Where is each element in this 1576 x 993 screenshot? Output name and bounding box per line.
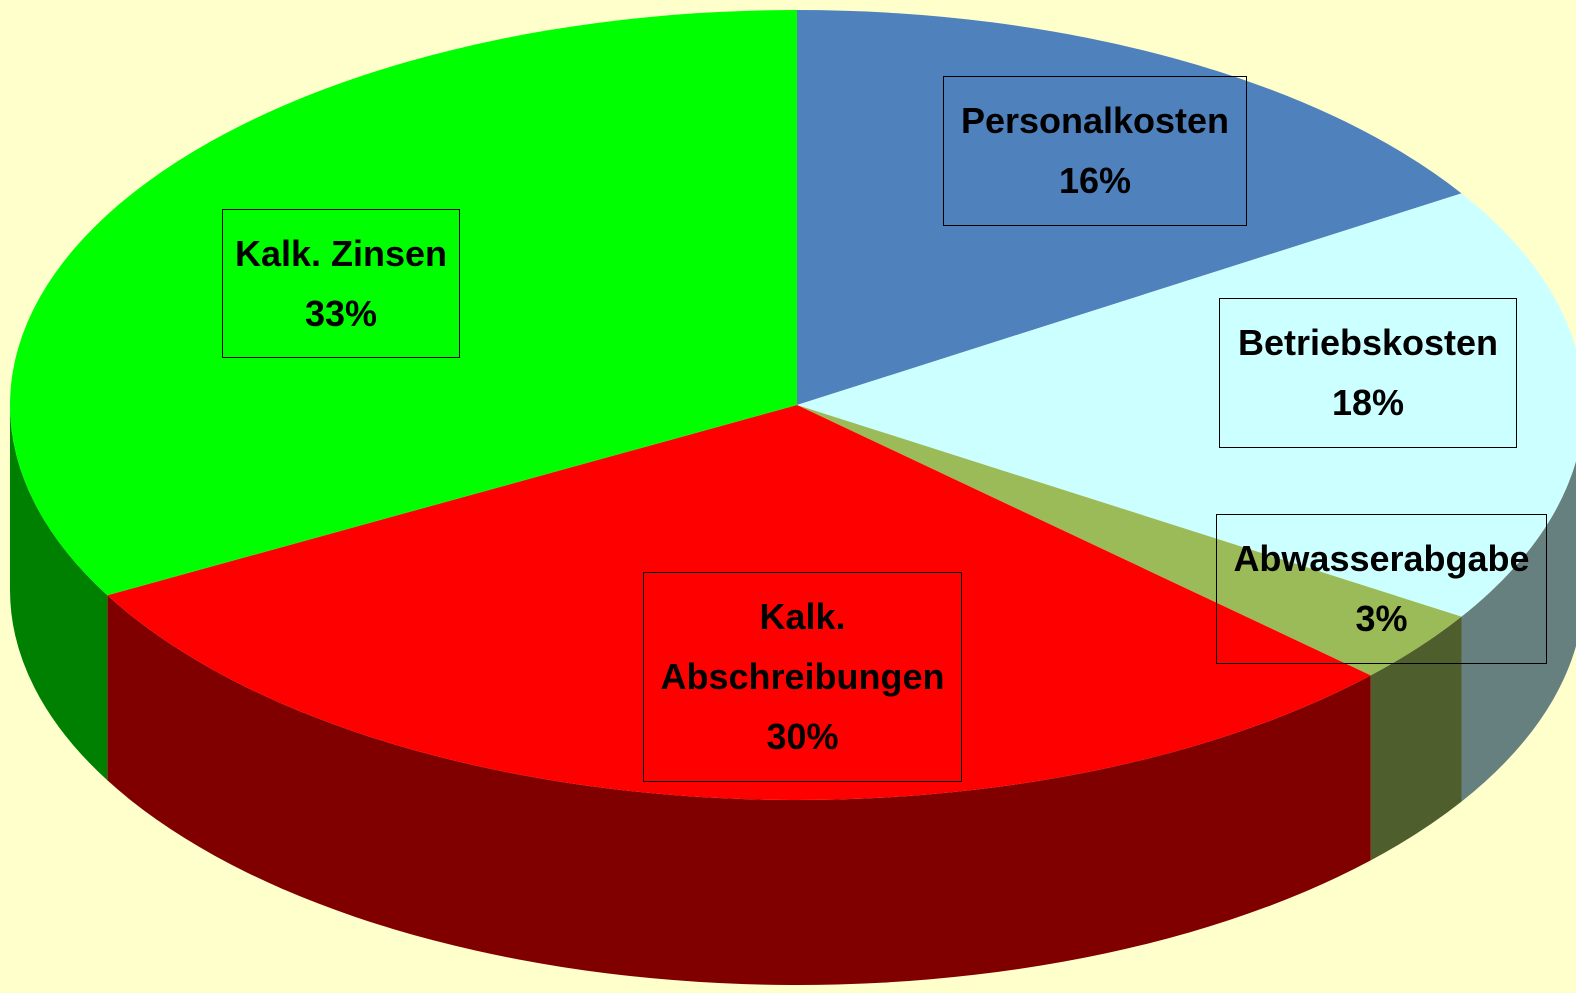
category-label: Personalkosten — [960, 100, 1230, 141]
label-box: Betriebskosten 18% — [1219, 298, 1517, 448]
label-box: Abwasserabgabe 3% — [1216, 514, 1547, 664]
value-label: 16% — [1058, 160, 1132, 201]
value-label: 30% — [766, 716, 839, 757]
value-label: 18% — [1331, 382, 1405, 423]
category-label: Kalk. Abschreibungen — [660, 596, 945, 697]
slice-side — [1370, 616, 1462, 861]
slice-side — [107, 595, 1371, 985]
label-box: Personalkosten 16% — [943, 76, 1247, 226]
data-label: Personalkosten 16% — [943, 76, 1247, 226]
slice-side — [1461, 461, 1576, 802]
slice — [107, 405, 1371, 801]
slice-side — [10, 405, 108, 781]
category-label: Betriebskosten — [1237, 322, 1499, 363]
label-box: Kalk. Abschreibungen 30% — [643, 572, 962, 782]
slice — [797, 193, 1576, 617]
data-label: Betriebskosten 18% — [1219, 298, 1517, 448]
value-label: 33% — [304, 292, 378, 334]
category-label: Abwasserabgabe — [1233, 538, 1530, 579]
data-label: Abwasserabgabe 3% — [1216, 514, 1547, 664]
slice — [10, 10, 797, 596]
data-label: Kalk. Abschreibungen 30% — [643, 572, 962, 782]
data-label: Kalk. Zinsen 33% — [222, 209, 460, 358]
value-label: 3% — [1355, 598, 1408, 639]
label-box: Kalk. Zinsen 33% — [222, 209, 460, 358]
slice — [797, 405, 1462, 676]
slice — [797, 10, 1462, 405]
category-label: Kalk. Zinsen — [234, 232, 448, 274]
